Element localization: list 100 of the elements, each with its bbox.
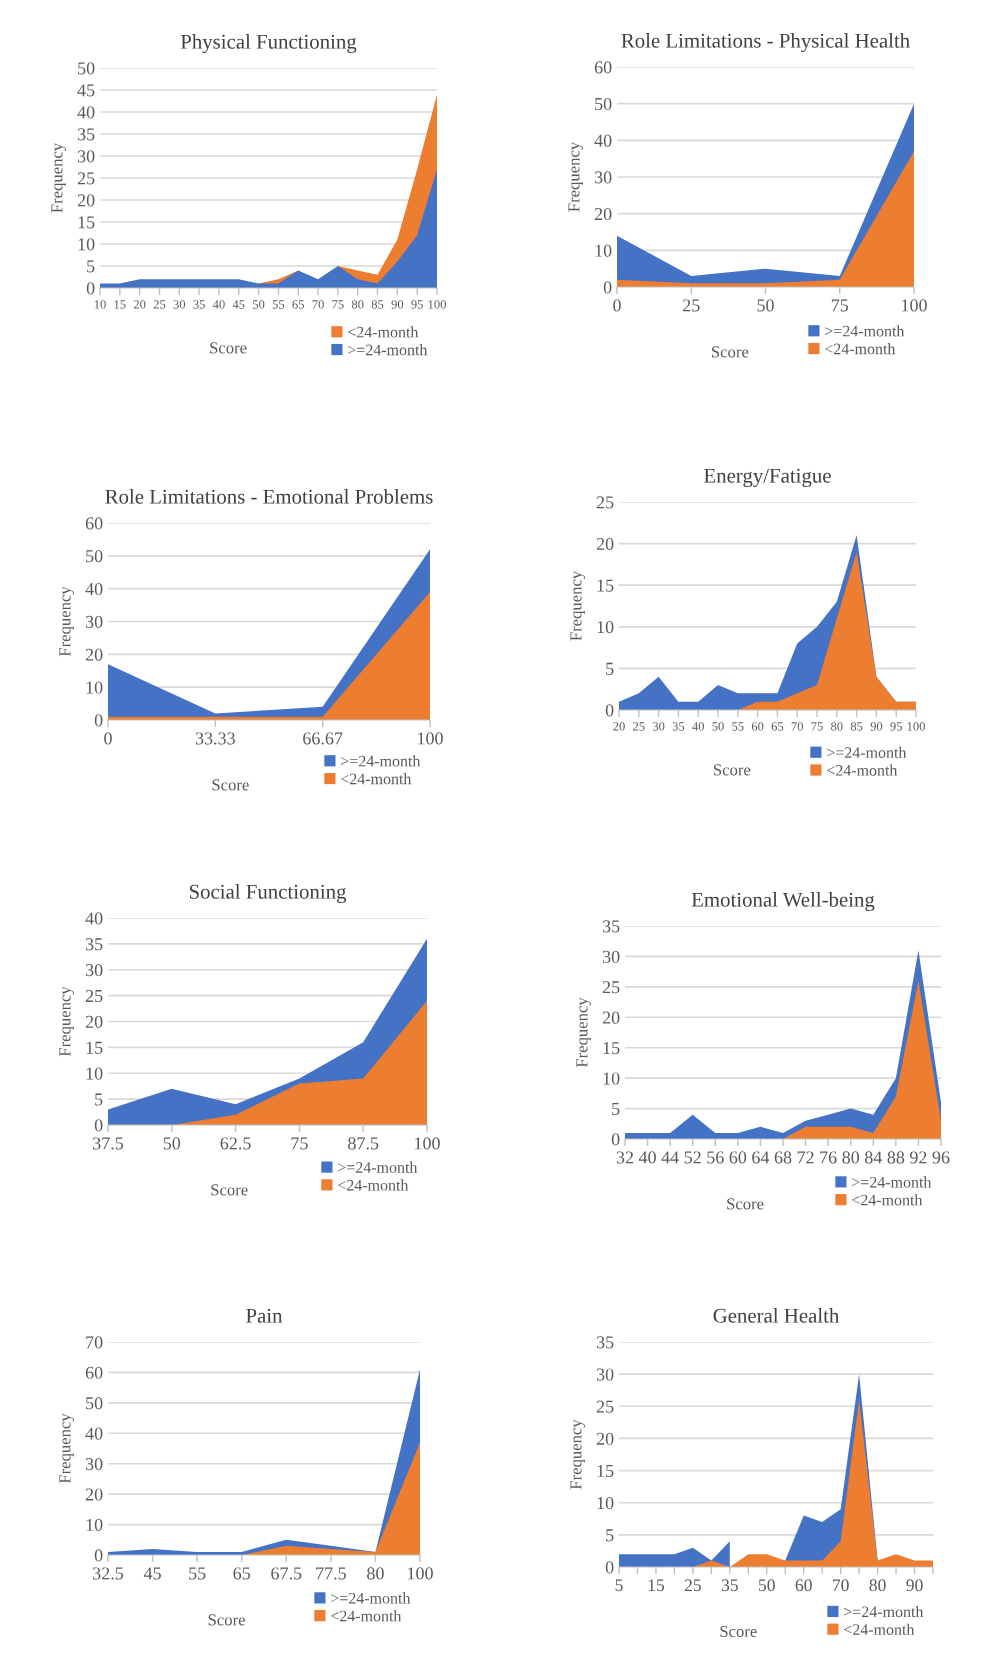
y-tick-label: 20 (85, 648, 103, 661)
y-tick-label: 0 (94, 1549, 103, 1562)
x-tick-label: 100 (902, 299, 927, 312)
y-tick-label: 30 (77, 150, 95, 163)
x-axis-title: Score (210, 342, 247, 354)
y-tick-label: 50 (86, 1397, 103, 1410)
y-axis-title: Frequency (576, 997, 591, 1068)
x-tick-label: 65 (292, 300, 305, 309)
y-tick-label: 25 (596, 496, 614, 509)
chart-title: Physical Functioning (180, 34, 357, 54)
x-tick-label: 60 (729, 1151, 747, 1164)
y-tick-label: 40 (85, 582, 103, 596)
x-axis-title: Score (714, 764, 751, 776)
y-tick-label: 5 (606, 662, 614, 675)
x-tick-label: 72 (797, 1151, 814, 1164)
y-tick-label: 5 (612, 1103, 620, 1116)
y-tick-label: 50 (78, 62, 95, 75)
y-tick-label: 30 (85, 964, 103, 977)
legend-label: >=24-month (348, 344, 428, 356)
legend-label: <24-month (852, 1194, 923, 1206)
x-tick-label: 35 (193, 300, 205, 309)
x-tick-label: 80 (351, 300, 364, 309)
x-axis-title: Score (712, 346, 749, 358)
y-tick-label: 0 (86, 282, 95, 295)
x-tick-label: 35 (672, 722, 685, 731)
x-tick-label: 50 (163, 1137, 181, 1150)
x-tick-label: 67.5 (271, 1567, 302, 1580)
y-tick-label: 0 (94, 1119, 103, 1132)
y-tick-label: 10 (86, 1518, 103, 1532)
x-tick-label: 100 (428, 300, 446, 309)
chart-title: General Health (713, 1308, 840, 1323)
y-tick-label: 60 (85, 517, 103, 530)
x-tick-label: 80 (869, 1579, 886, 1592)
legend-label: <24-month (338, 1179, 409, 1191)
x-axis-title: Score (208, 1614, 245, 1626)
y-axis-title: Frequency (568, 141, 583, 212)
x-tick-label: 92 (909, 1151, 927, 1164)
x-tick-label: 50 (253, 300, 265, 309)
x-tick-label: 75 (811, 722, 823, 731)
y-tick-label: 30 (85, 615, 103, 628)
y-tick-label: 35 (85, 938, 103, 951)
x-tick-label: 87.5 (348, 1137, 379, 1150)
x-tick-label: 65 (233, 1567, 251, 1580)
x-tick-label: 45 (232, 300, 245, 309)
chart-title: Energy/Fatigue (704, 468, 831, 488)
y-tick-label: 35 (596, 1336, 614, 1349)
legend-label: >=24-month (331, 1592, 411, 1604)
y-tick-label: 35 (602, 920, 620, 933)
y-tick-label: 25 (77, 172, 95, 185)
x-tick-label: 68 (774, 1151, 792, 1164)
y-tick-label: 10 (603, 1072, 620, 1085)
chart-title: Emotional Well-being (691, 892, 875, 912)
x-tick-label: 15 (114, 300, 126, 309)
x-tick-label: 40 (212, 300, 225, 309)
legend-label: <24-month (825, 343, 896, 355)
x-tick-label: 70 (833, 1579, 849, 1592)
chart-title: Pain (246, 1308, 283, 1323)
x-tick-label: 50 (757, 299, 774, 312)
x-tick-label: 100 (418, 732, 443, 745)
x-axis-title: Score (212, 779, 249, 791)
y-tick-label: 35 (77, 128, 95, 141)
y-tick-label: 15 (597, 1464, 614, 1478)
y-tick-label: 20 (85, 1015, 103, 1028)
y-tick-label: 20 (602, 1011, 620, 1024)
y-tick-label: 5 (606, 1529, 614, 1542)
y-tick-label: 50 (595, 97, 612, 111)
x-tick-label: 44 (661, 1151, 679, 1164)
x-tick-label: 0 (104, 732, 112, 745)
x-tick-label: 25 (633, 722, 645, 731)
legend-label: >=24-month (338, 1161, 418, 1173)
x-tick-label: 100 (907, 722, 925, 731)
x-axis-title: Score (211, 1184, 248, 1196)
x-tick-label: 70 (791, 722, 803, 731)
y-tick-label: 45 (77, 84, 95, 97)
y-tick-label: 25 (596, 1400, 614, 1413)
x-tick-label: 15 (648, 1579, 665, 1592)
y-axis-title: Frequency (51, 142, 66, 213)
x-tick-label: 33.33 (195, 732, 235, 745)
x-tick-label: 95 (411, 300, 423, 309)
y-tick-label: 40 (85, 1427, 103, 1440)
x-tick-label: 25 (684, 1579, 701, 1592)
y-tick-label: 10 (86, 681, 103, 694)
legend-label: >=24-month (825, 325, 905, 337)
legend-label: <24-month (331, 1610, 402, 1622)
x-tick-label: 88 (887, 1151, 905, 1164)
x-tick-label: 50 (759, 1579, 775, 1592)
y-tick-label: 30 (85, 1457, 103, 1471)
chart-title: Role Limitations - Physical Health (621, 33, 910, 53)
x-tick-label: 90 (870, 722, 883, 731)
x-tick-label: 60 (751, 722, 764, 731)
y-tick-label: 70 (86, 1336, 103, 1349)
chart-title: Role Limitations - Emotional Problems (105, 489, 433, 504)
x-tick-label: 84 (864, 1151, 883, 1164)
y-tick-label: 20 (596, 537, 614, 551)
x-tick-label: 75 (831, 299, 849, 312)
x-tick-label: 52 (684, 1151, 701, 1164)
x-tick-label: 50 (712, 722, 724, 731)
x-tick-label: 25 (153, 300, 166, 309)
x-tick-label: 70 (312, 300, 324, 309)
y-axis-title: Frequency (59, 986, 74, 1057)
